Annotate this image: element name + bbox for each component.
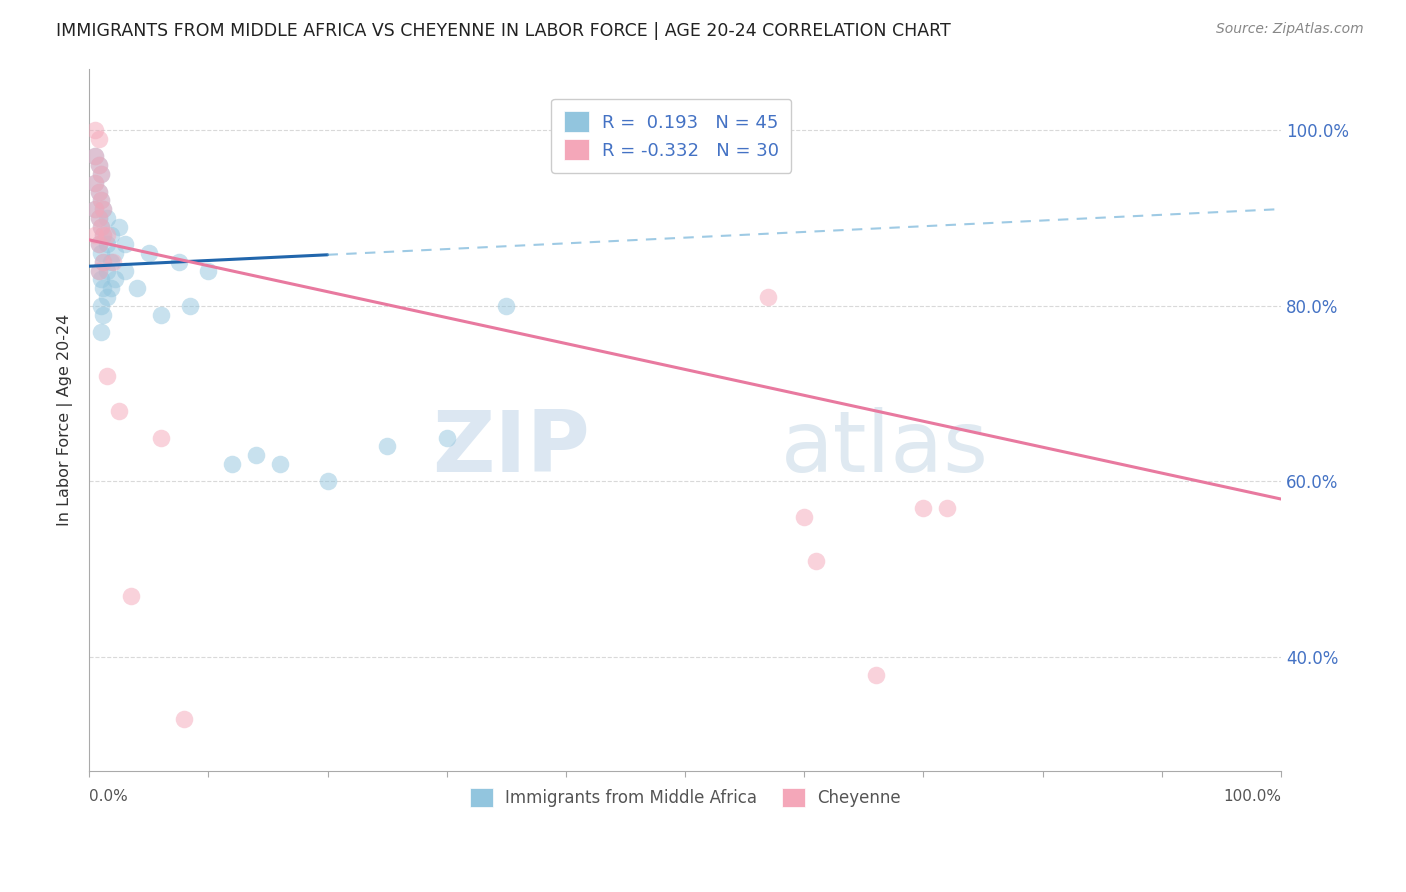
Point (221, 457, 243, 471)
Point (96, 237, 118, 252)
Point (167, 255, 190, 269)
Text: 100.0%: 100.0% (1223, 789, 1281, 804)
Point (87, 237, 110, 252)
Point (96, 228, 118, 243)
Text: 0.0%: 0.0% (89, 789, 128, 804)
Point (93, 202, 115, 216)
Point (96, 263, 118, 277)
Point (100, 281, 122, 295)
Point (912, 500, 935, 515)
Point (90, 219, 112, 234)
Point (114, 263, 136, 277)
Point (84, 149, 107, 163)
Point (87, 211, 110, 225)
Legend: Immigrants from Middle Africa, Cheyenne: Immigrants from Middle Africa, Cheyenne (461, 780, 908, 816)
Point (93, 281, 115, 295)
Point (84, 149, 107, 163)
Point (93, 308, 115, 322)
Point (90, 194, 112, 208)
Point (87, 158, 110, 172)
Point (100, 228, 122, 243)
Point (87, 185, 110, 199)
Point (90, 325, 112, 339)
Point (90, 194, 112, 208)
Point (87, 185, 110, 199)
Point (96, 211, 118, 225)
Point (87, 211, 110, 225)
Point (93, 228, 115, 243)
Y-axis label: In Labor Force | Age 20-24: In Labor Force | Age 20-24 (58, 314, 73, 526)
Point (138, 246, 160, 260)
Point (84, 176, 107, 190)
Point (125, 281, 148, 295)
Point (173, 712, 195, 726)
Point (84, 123, 107, 137)
Point (149, 308, 172, 322)
Point (108, 404, 131, 418)
Point (90, 167, 112, 181)
Point (87, 263, 110, 277)
Point (104, 246, 127, 260)
Point (84, 176, 107, 190)
Point (865, 667, 887, 681)
Point (90, 219, 112, 234)
Point (936, 500, 959, 515)
Point (93, 255, 115, 269)
Point (90, 167, 112, 181)
Point (96, 369, 118, 384)
Point (101, 255, 124, 269)
Point (93, 202, 115, 216)
Point (90, 246, 112, 260)
Point (436, 430, 458, 444)
Point (316, 475, 339, 489)
Point (758, 290, 780, 304)
Text: atlas: atlas (780, 407, 988, 490)
Point (84, 202, 107, 216)
Point (87, 132, 110, 146)
Point (804, 553, 827, 567)
Point (793, 509, 815, 524)
Point (87, 158, 110, 172)
Point (104, 272, 127, 286)
Point (93, 228, 115, 243)
Text: Source: ZipAtlas.com: Source: ZipAtlas.com (1216, 22, 1364, 37)
Point (269, 457, 291, 471)
Point (149, 430, 172, 444)
Point (120, 589, 142, 603)
Point (197, 263, 219, 277)
Point (84, 228, 107, 243)
Point (90, 299, 112, 313)
Point (93, 255, 115, 269)
Point (108, 219, 131, 234)
Point (179, 299, 201, 313)
Point (375, 439, 398, 453)
Point (90, 272, 112, 286)
Point (96, 290, 118, 304)
Text: IMMIGRANTS FROM MIDDLE AFRICA VS CHEYENNE IN LABOR FORCE | AGE 20-24 CORRELATION: IMMIGRANTS FROM MIDDLE AFRICA VS CHEYENN… (56, 22, 950, 40)
Text: ZIP: ZIP (432, 407, 589, 490)
Point (495, 299, 517, 313)
Point (87, 237, 110, 252)
Point (114, 237, 136, 252)
Point (84, 202, 107, 216)
Point (245, 448, 267, 462)
Point (87, 263, 110, 277)
Point (100, 255, 122, 269)
